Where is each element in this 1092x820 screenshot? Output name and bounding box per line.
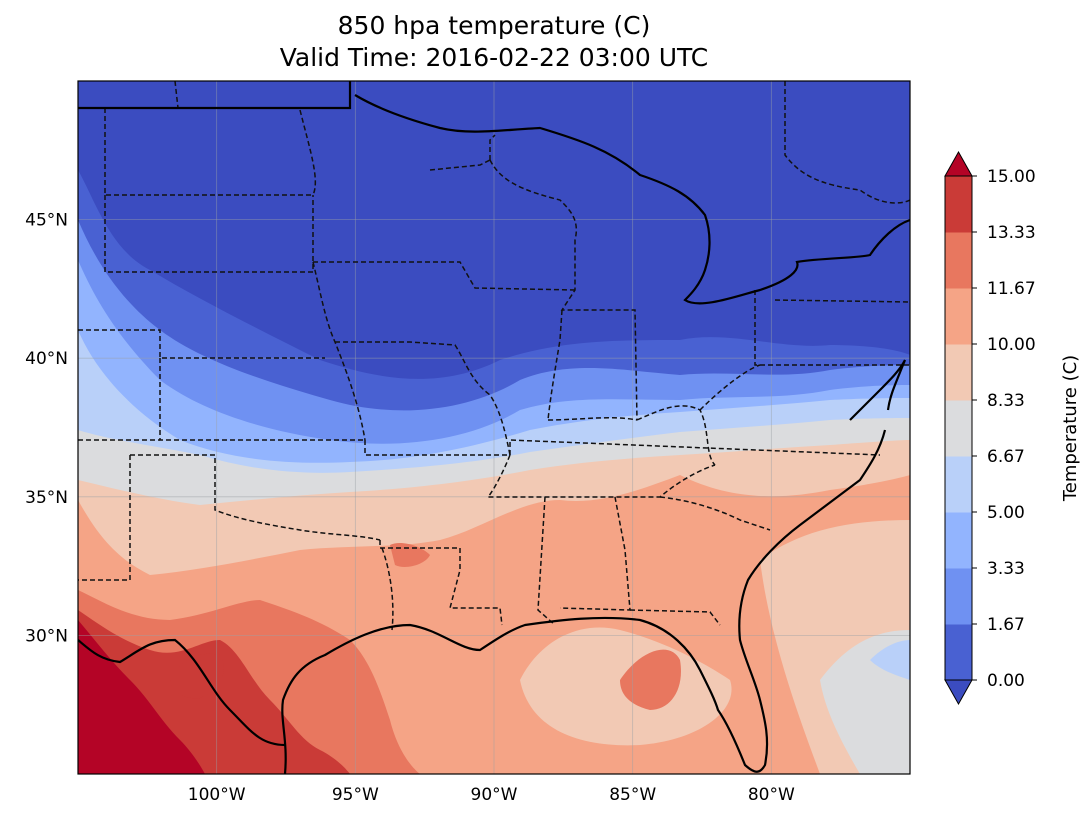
border-line — [130, 454, 381, 541]
border-line — [78, 329, 325, 359]
latitude-tick-labels: 30°N 35°N 40°N 45°N — [25, 211, 68, 647]
colorbar-extend-min — [944, 679, 973, 706]
border-line — [699, 364, 761, 411]
border-line — [312, 261, 366, 441]
colorbar-segment — [945, 512, 972, 569]
colorbar-tick-labels: 0.00 1.67 3.33 5.00 6.67 8.33 10.00 11.67 13.33 1… — [972, 167, 1036, 691]
lon-tick-label: 100°W — [188, 785, 246, 805]
map-frame — [77, 80, 911, 775]
lon-tick-label: 95°W — [332, 785, 379, 805]
colorbar-tick-label: 0.00 — [987, 671, 1025, 691]
lon-tick-label: 80°W — [748, 785, 795, 805]
colorbar-tick-label: 5.00 — [987, 503, 1025, 523]
colorbar-tick-label: 3.33 — [987, 559, 1025, 579]
border-line — [754, 290, 910, 366]
lat-tick-label: 40°N — [25, 349, 68, 369]
border-line — [104, 108, 313, 196]
colorbar-segment — [945, 624, 972, 681]
border-line — [547, 417, 638, 421]
border-line — [78, 455, 131, 581]
colorbar-segment — [945, 344, 972, 401]
chesapeake-shore — [849, 359, 907, 421]
border-line — [636, 405, 716, 466]
mexico-border — [78, 638, 286, 747]
map-area — [78, 81, 910, 774]
border-line — [559, 496, 631, 611]
band-above-15 — [78, 620, 205, 774]
colorbar-extend-max — [944, 150, 973, 177]
lon-tick-label: 85°W — [609, 785, 656, 805]
border-line — [486, 454, 716, 498]
border-line — [313, 261, 576, 291]
lat-tick-label: 45°N — [25, 211, 68, 231]
border-line — [537, 496, 556, 626]
colorbar-segment — [945, 176, 972, 233]
colorbar-segment — [945, 288, 972, 345]
coastlines — [78, 81, 910, 774]
colorbar-tick-label: 15.00 — [987, 167, 1036, 187]
border-line — [379, 540, 503, 626]
border-line — [489, 159, 638, 421]
us-canada-border — [78, 81, 352, 110]
lat-tick-label: 35°N — [25, 488, 68, 508]
longitude-tick-labels: 100°W 95°W 90°W 85°W 80°W — [188, 785, 795, 805]
state-borders — [78, 81, 910, 631]
colorbar-label: Temperature (C) — [1060, 355, 1081, 502]
colorbar-segment — [945, 456, 972, 513]
colorbar-tick-label: 10.00 — [987, 335, 1036, 355]
border-line — [629, 609, 721, 626]
colorbar-segment — [945, 400, 972, 457]
map-title: 850 hpa temperature (C) — [337, 11, 651, 40]
gridlines — [78, 81, 910, 774]
border-line — [104, 195, 314, 273]
colorbar-tick-label: 6.67 — [987, 447, 1025, 467]
lon-tick-label: 90°W — [471, 785, 518, 805]
colorbar — [944, 150, 973, 706]
colorbar-tick-label: 1.67 — [987, 615, 1025, 635]
border-line — [774, 299, 910, 303]
colorbar-tick-label: 8.33 — [987, 391, 1025, 411]
lat-tick-label: 30°N — [25, 626, 68, 646]
band-11.67-patch-mid — [390, 543, 430, 567]
band-13.33-patch — [170, 653, 224, 699]
colorbar-segment — [945, 232, 972, 289]
border-line — [429, 159, 491, 171]
border-line — [784, 81, 910, 204]
band-6-cool-patch-east — [870, 640, 910, 680]
colorbar-tick-label: 11.67 — [987, 279, 1036, 299]
colorbar-frame — [944, 175, 973, 681]
gulf-coast-tx-la — [281, 429, 887, 774]
border-line — [174, 81, 179, 109]
colorbar-segment — [945, 568, 972, 625]
border-line — [299, 109, 317, 196]
border-line — [659, 496, 771, 531]
great-lakes-shore — [354, 94, 910, 305]
border-line — [381, 547, 394, 631]
border-line — [489, 134, 496, 160]
colorbar-tick-label: 13.33 — [987, 223, 1036, 243]
band-11.67-patch-gulf — [620, 649, 681, 710]
map-subtitle: Valid Time: 2016-02-22 03:00 UTC — [279, 43, 709, 72]
